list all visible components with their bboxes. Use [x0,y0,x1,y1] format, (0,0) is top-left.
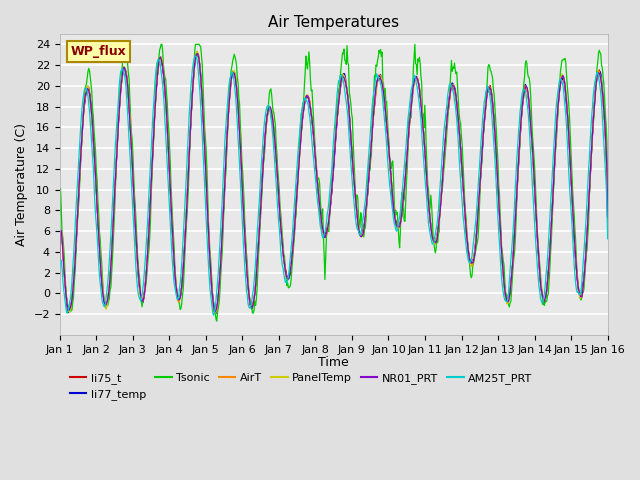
li77_temp [207,280,215,286]
AirT [66,309,74,314]
AM25T_PRT [66,299,74,305]
AM25T_PRT [178,262,186,267]
li75_t [604,215,611,221]
li77_temp [178,285,186,290]
PanelTemp [209,289,216,295]
AM25T_PRT [418,130,426,135]
AirT [178,284,186,289]
li77_temp [604,218,611,224]
li75_t [418,106,426,112]
NR01_PRT [178,284,186,289]
AirT [56,260,63,265]
li77_temp [418,108,426,114]
Tsonic [56,212,63,218]
Tsonic [207,270,215,276]
Legend: li75_t, li77_temp, Tsonic, AirT, PanelTemp, NR01_PRT, AM25T_PRT: li75_t, li77_temp, Tsonic, AirT, PanelTe… [65,368,537,405]
NR01_PRT [122,71,130,77]
X-axis label: Time: Time [318,356,349,369]
AirT [122,70,130,76]
NR01_PRT [56,255,63,261]
AM25T_PRT [604,236,611,241]
li75_t [193,49,201,55]
Line: NR01_PRT: NR01_PRT [60,54,607,312]
PanelTemp [604,216,611,222]
li75_t [402,171,410,177]
Tsonic [213,318,221,324]
PanelTemp [193,48,201,54]
li75_t [122,69,130,74]
NR01_PRT [604,215,611,221]
NR01_PRT [207,280,215,286]
AirT [402,171,410,177]
PanelTemp [56,256,63,262]
li77_temp [56,259,63,264]
NR01_PRT [194,51,202,57]
PanelTemp [179,274,186,280]
Y-axis label: Air Temperature (C): Air Temperature (C) [15,123,28,246]
AM25T_PRT [207,300,215,305]
PanelTemp [418,106,426,112]
PanelTemp [67,307,74,313]
Tsonic [418,81,426,87]
AM25T_PRT [191,53,199,59]
li75_t [56,255,63,261]
li75_t [66,308,74,313]
Tsonic [157,41,165,47]
li75_t [207,281,215,287]
Tsonic [179,293,186,299]
Tsonic [402,199,410,205]
Line: li77_temp: li77_temp [60,51,607,313]
Line: AirT: AirT [60,53,607,313]
li77_temp [402,172,410,178]
PanelTemp [66,310,74,316]
Line: PanelTemp: PanelTemp [60,51,607,313]
PanelTemp [402,170,410,176]
Line: li75_t: li75_t [60,52,607,313]
NR01_PRT [66,306,74,312]
Tsonic [122,49,130,55]
li77_temp [193,48,201,54]
AirT [604,217,611,223]
Tsonic [66,305,74,311]
NR01_PRT [402,170,410,176]
AirT [418,105,426,111]
Line: Tsonic: Tsonic [60,44,607,321]
li77_temp [211,311,219,316]
AM25T_PRT [402,147,410,153]
AirT [211,310,219,316]
li77_temp [66,307,74,312]
AM25T_PRT [210,312,218,318]
Tsonic [604,195,611,201]
NR01_PRT [211,309,219,314]
Title: Air Temperatures: Air Temperatures [268,15,399,30]
AM25T_PRT [122,85,130,91]
AirT [193,50,200,56]
Line: AM25T_PRT: AM25T_PRT [60,56,607,315]
AM25T_PRT [56,270,63,276]
AirT [207,279,215,285]
NR01_PRT [418,109,426,115]
PanelTemp [123,77,131,83]
Text: WP_flux: WP_flux [71,45,127,58]
li75_t [178,284,186,290]
li77_temp [122,72,130,78]
li75_t [211,310,218,316]
